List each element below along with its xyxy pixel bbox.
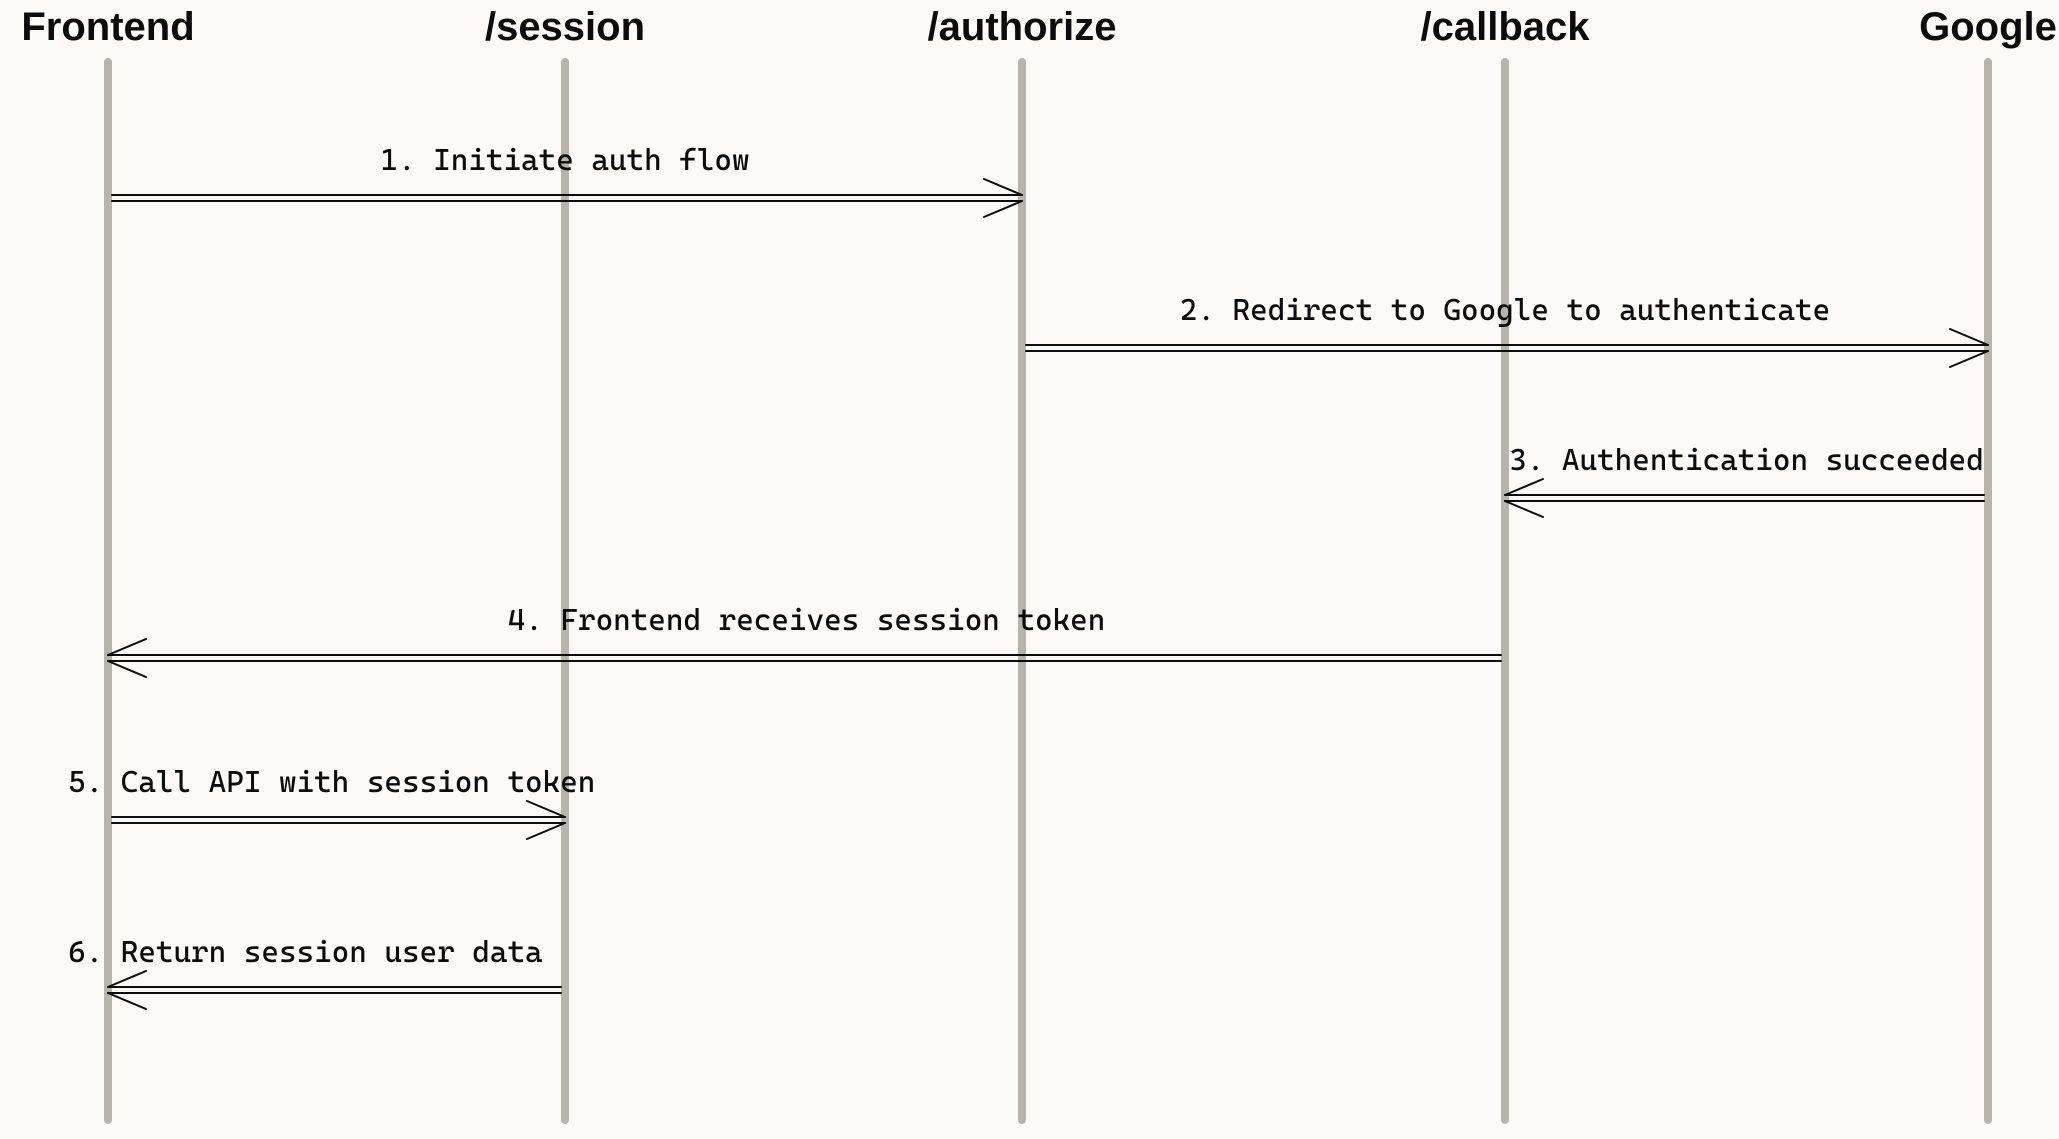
- message-label-6: 6. Return session user data: [68, 935, 543, 970]
- message-label-4: 4. Frontend receives session token: [508, 603, 1106, 638]
- message-label-2: 2. Redirect to Google to authenticate: [1180, 293, 1830, 328]
- actor-label-authorize: /authorize: [928, 5, 1117, 49]
- message-3: 3. Authentication succeeded: [1505, 443, 1984, 517]
- message-label-1: 1. Initiate auth flow: [380, 143, 749, 178]
- message-6: 6. Return session user data: [68, 935, 561, 1009]
- actor-label-google: Google: [1919, 5, 2057, 49]
- actor-label-session: /session: [485, 5, 645, 49]
- message-label-5: 5. Call API with session token: [68, 765, 595, 800]
- message-4: 4. Frontend receives session token: [108, 603, 1501, 677]
- sequence-diagram: Frontend/session/authorize/callback Googl…: [0, 0, 2059, 1139]
- message-label-3: 3. Authentication succeeded: [1509, 443, 1984, 478]
- actor-label-callback: /callback: [1420, 5, 1590, 49]
- message-5: 5. Call API with session token: [68, 765, 595, 839]
- actor-label-frontend: Frontend: [21, 5, 194, 49]
